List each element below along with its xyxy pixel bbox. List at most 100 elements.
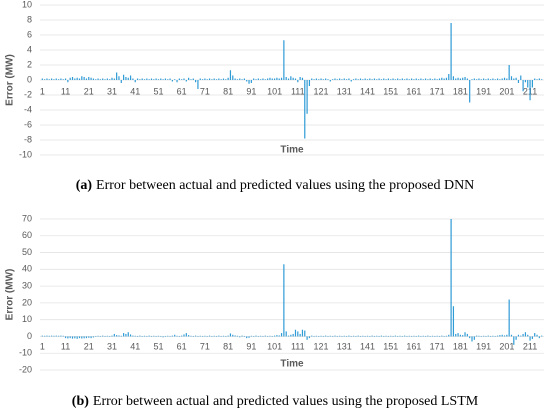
bar bbox=[348, 78, 350, 80]
bar bbox=[162, 336, 164, 338]
bar bbox=[369, 335, 371, 337]
bar bbox=[499, 79, 501, 80]
caption: (b) Error between actual and predicted va… bbox=[72, 394, 479, 409]
bar bbox=[208, 335, 211, 337]
x-tick-label: 171 bbox=[430, 86, 445, 96]
bar bbox=[348, 335, 350, 337]
bar bbox=[415, 78, 417, 80]
bar bbox=[506, 78, 508, 80]
y-tick-label: -4 bbox=[24, 104, 32, 114]
bar bbox=[339, 78, 341, 80]
bar bbox=[424, 335, 427, 337]
x-tick-label: 61 bbox=[177, 86, 187, 96]
bar bbox=[459, 334, 461, 337]
x-tick-label: 81 bbox=[223, 341, 233, 351]
bar bbox=[92, 78, 95, 80]
bar bbox=[520, 75, 522, 80]
bar bbox=[329, 80, 331, 82]
caption: (a) Error between actual and predicted va… bbox=[76, 178, 475, 193]
y-tick-label: 60 bbox=[22, 230, 32, 240]
bar bbox=[199, 78, 201, 80]
bar bbox=[469, 336, 471, 339]
bar bbox=[318, 335, 320, 337]
bar bbox=[306, 80, 308, 114]
bar bbox=[290, 334, 292, 337]
bar bbox=[311, 335, 313, 337]
bar bbox=[78, 336, 81, 339]
bar bbox=[57, 335, 60, 337]
bar bbox=[109, 79, 111, 80]
bar bbox=[267, 335, 269, 337]
bar bbox=[153, 335, 155, 337]
bar bbox=[350, 80, 352, 82]
bar bbox=[336, 79, 338, 80]
bar bbox=[276, 335, 278, 337]
bar bbox=[510, 334, 513, 337]
x-tick-label: 71 bbox=[200, 86, 210, 96]
bar bbox=[262, 78, 264, 80]
bar bbox=[201, 79, 204, 80]
bar bbox=[522, 333, 524, 337]
x-tick-label: 161 bbox=[406, 341, 421, 351]
x-tick-label: 11 bbox=[61, 86, 70, 96]
bar bbox=[155, 78, 157, 80]
bar bbox=[411, 78, 413, 80]
bar bbox=[450, 23, 452, 80]
bar bbox=[148, 335, 150, 337]
bar bbox=[494, 335, 496, 337]
bar bbox=[494, 79, 496, 80]
bar bbox=[185, 333, 187, 337]
bar bbox=[515, 336, 517, 340]
bar bbox=[176, 80, 178, 83]
bar bbox=[51, 78, 53, 80]
y-tick-label: 6 bbox=[27, 29, 32, 39]
bar bbox=[167, 79, 169, 80]
bar bbox=[520, 335, 522, 337]
y-tick-label: 70 bbox=[22, 213, 32, 223]
bar bbox=[241, 335, 243, 337]
bar bbox=[255, 79, 257, 80]
bar bbox=[429, 78, 431, 80]
bar bbox=[171, 335, 173, 337]
bar bbox=[357, 79, 359, 80]
bar bbox=[476, 79, 478, 80]
bar bbox=[257, 78, 259, 80]
bar bbox=[478, 78, 480, 80]
bar bbox=[90, 336, 92, 339]
bar bbox=[517, 80, 520, 83]
bar bbox=[141, 78, 143, 80]
bar bbox=[362, 79, 364, 80]
bar bbox=[380, 79, 383, 80]
bar bbox=[538, 78, 540, 80]
bar bbox=[239, 78, 241, 80]
bar bbox=[385, 335, 387, 337]
bar bbox=[62, 335, 64, 337]
bar bbox=[106, 78, 108, 80]
y-axis-title: Error (MW) bbox=[5, 54, 16, 106]
bar bbox=[222, 335, 225, 337]
bar bbox=[341, 335, 343, 337]
bar bbox=[215, 335, 218, 337]
bar bbox=[195, 80, 197, 83]
bar bbox=[352, 335, 355, 337]
bar bbox=[273, 78, 276, 80]
bar bbox=[327, 79, 329, 80]
bar bbox=[90, 77, 92, 80]
bar bbox=[536, 79, 538, 80]
bar bbox=[104, 79, 106, 80]
bar bbox=[111, 335, 113, 337]
bar bbox=[513, 78, 515, 80]
bar bbox=[153, 79, 155, 80]
bar bbox=[462, 77, 464, 80]
bar bbox=[181, 335, 183, 337]
bar bbox=[334, 335, 336, 337]
bar bbox=[476, 335, 478, 337]
bar bbox=[164, 335, 167, 337]
bar bbox=[390, 335, 392, 337]
bar bbox=[164, 78, 167, 80]
bar bbox=[452, 76, 455, 80]
bar bbox=[364, 335, 366, 337]
bar bbox=[178, 335, 180, 337]
bar bbox=[127, 332, 129, 337]
